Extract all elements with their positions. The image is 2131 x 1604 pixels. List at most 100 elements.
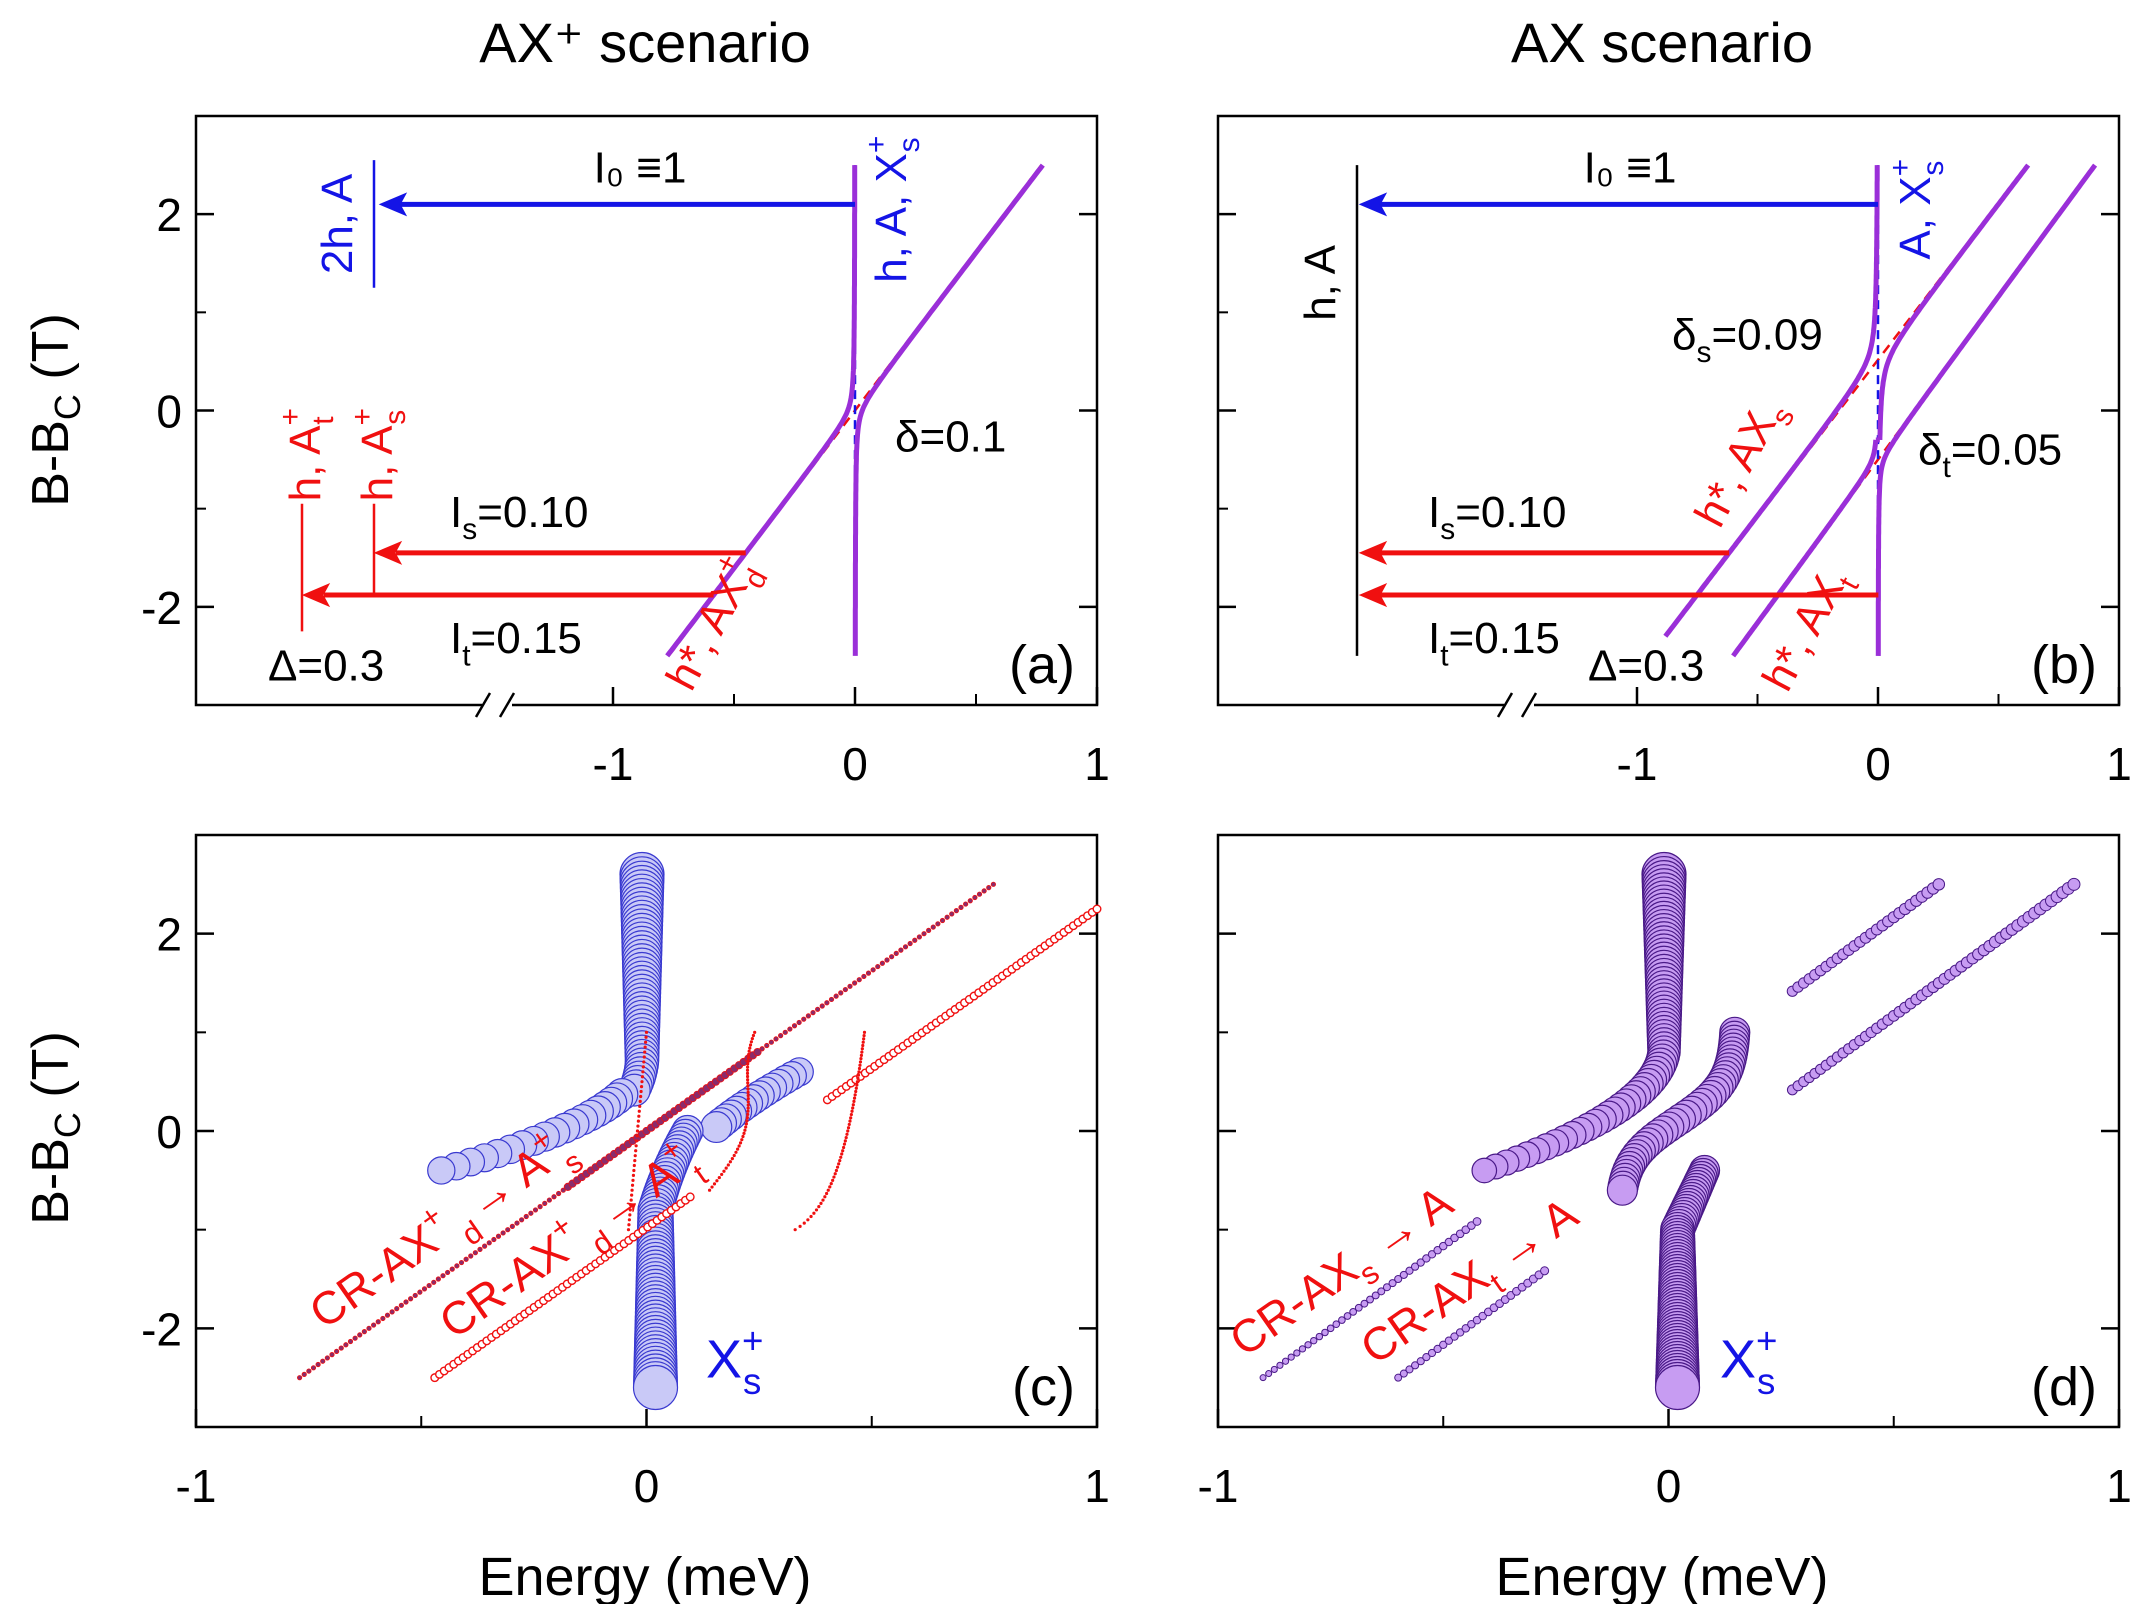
cr-dot-right xyxy=(857,1066,862,1071)
cr-dot-center xyxy=(632,1168,636,1173)
cr-s-marker xyxy=(916,934,922,940)
cr-s-marker xyxy=(449,1266,455,1272)
cr-dot-right xyxy=(817,1205,821,1209)
cr-dot-mid xyxy=(745,1074,750,1079)
cr-dot-center xyxy=(627,1218,631,1222)
arrow-is-label-part: I xyxy=(450,488,462,537)
cr-dot-mid xyxy=(707,1188,712,1192)
cr-s-marker xyxy=(324,1355,330,1361)
cr-s-marker xyxy=(990,881,996,887)
cr-dot-center xyxy=(638,1099,642,1103)
cr-dot-center xyxy=(628,1213,632,1217)
branch-upper-label-sub: s xyxy=(1917,161,1950,176)
cr-dot-right xyxy=(862,1034,866,1038)
cr-s-marker xyxy=(495,1233,502,1239)
cr-s-marker xyxy=(357,1332,363,1338)
arrow-it-label-part: =0.15 xyxy=(471,614,582,663)
cr-dot-center xyxy=(639,1089,643,1094)
cr-s-marker xyxy=(1281,1357,1290,1365)
cr-dot-mid xyxy=(749,1040,753,1044)
cr-dot-mid xyxy=(742,1131,746,1135)
cr-dot-right xyxy=(829,1182,833,1186)
cr-s-marker xyxy=(1433,1246,1442,1255)
cr-s-marker xyxy=(329,1352,335,1358)
level-label: h, A xyxy=(1296,244,1345,320)
cr-dot-center xyxy=(642,1055,646,1059)
cr-t-label-tail-sub: t xyxy=(687,1157,714,1191)
y-tick-label: -2 xyxy=(141,582,182,634)
branch-s-label: h*, AXs xyxy=(1685,390,1801,539)
cr-s-marker xyxy=(389,1309,395,1315)
cr-dot-mid xyxy=(717,1175,721,1180)
cr-dot-right xyxy=(838,1159,842,1163)
cr-dot-right xyxy=(833,1172,837,1176)
x-tick-label: 0 xyxy=(842,738,868,790)
cr-s-marker xyxy=(865,970,872,976)
cr-s-marker xyxy=(482,1243,488,1249)
cr-dot-mid xyxy=(746,1087,750,1091)
arrow-it-label-part: I xyxy=(1428,614,1440,663)
cr-s-marker xyxy=(912,937,918,943)
cr-s-marker xyxy=(519,1217,525,1223)
cr-s-marker xyxy=(778,1033,784,1039)
cr-dot-mid xyxy=(746,1109,750,1113)
cr-s-marker xyxy=(551,1194,557,1200)
delta-s-label-part: δ xyxy=(1672,311,1697,360)
xs-branch-marker xyxy=(1471,1157,1498,1184)
cr-dot-mid xyxy=(744,1125,748,1129)
cr-s-marker xyxy=(463,1256,469,1262)
cr-s-marker xyxy=(847,983,853,989)
cr-dot-right xyxy=(823,1195,827,1199)
cr-s-marker xyxy=(477,1246,483,1253)
cr-s-marker xyxy=(939,917,946,924)
cr-dot-mid xyxy=(737,1144,741,1148)
axis-break-mark xyxy=(498,692,516,718)
branch-upper-label-group: h, A, X+s xyxy=(860,136,926,283)
delta-small-label: δ=0.1 xyxy=(895,413,1006,462)
cr-s-marker xyxy=(435,1276,441,1282)
branch-upper-label: A, X+s xyxy=(1884,159,1950,260)
cr-dot-center xyxy=(639,1094,643,1099)
branch-vertical-upper xyxy=(1877,163,2031,440)
cr-dot-right xyxy=(845,1132,849,1136)
cr-s-marker xyxy=(782,1029,788,1035)
branch-upper-label-base: h, A, X xyxy=(867,153,916,283)
cr-s-marker xyxy=(921,931,927,937)
arrow-is-head xyxy=(373,540,403,565)
cr-s-marker xyxy=(926,927,932,933)
arrow-i0-head xyxy=(1358,192,1388,217)
cr-s-marker xyxy=(1326,1324,1335,1333)
cr-dot-mid xyxy=(741,1134,745,1139)
cr-dot-right xyxy=(831,1178,835,1182)
panel-label: (d) xyxy=(2031,1357,2097,1417)
branch-lower-label-group: h*, AX+d xyxy=(651,548,775,702)
cr-s-marker xyxy=(491,1236,497,1243)
cr-dot-right xyxy=(855,1083,859,1087)
cr-s-marker xyxy=(768,1039,774,1045)
cr-s-marker xyxy=(944,914,950,920)
cr-s-marker xyxy=(1265,1370,1273,1378)
x-tick-label: -1 xyxy=(593,738,634,790)
cr-s-marker xyxy=(421,1286,428,1292)
cr-s-marker xyxy=(815,1006,821,1012)
branch-lower-label: h*, AX+d xyxy=(651,548,775,702)
cr-s-marker xyxy=(338,1345,344,1351)
x-tick-label: 1 xyxy=(2106,1460,2131,1512)
cr-s-marker xyxy=(366,1325,372,1331)
cr-s-marker xyxy=(320,1358,326,1364)
cr-dot-mid xyxy=(746,1103,750,1107)
x-tick-label: 1 xyxy=(1084,1460,1110,1512)
cr-s-marker xyxy=(546,1197,552,1203)
branch-upper-label-sup: + xyxy=(860,136,893,153)
delta-s-label-part: =0.09 xyxy=(1711,311,1822,360)
cr-dot-right xyxy=(851,1106,855,1110)
cr-dot-right xyxy=(821,1198,825,1202)
cr-dot-mid xyxy=(726,1163,730,1167)
cr-s-marker xyxy=(842,986,848,993)
cr-t-marker xyxy=(1399,1369,1408,1378)
cr-dot-right xyxy=(835,1165,840,1169)
cr-t-marker xyxy=(1416,1357,1425,1366)
delta-big-label: Δ=0.3 xyxy=(268,641,384,690)
cr-dot-right xyxy=(812,1211,816,1215)
arrow-is-label-part: =0.10 xyxy=(1455,488,1566,537)
